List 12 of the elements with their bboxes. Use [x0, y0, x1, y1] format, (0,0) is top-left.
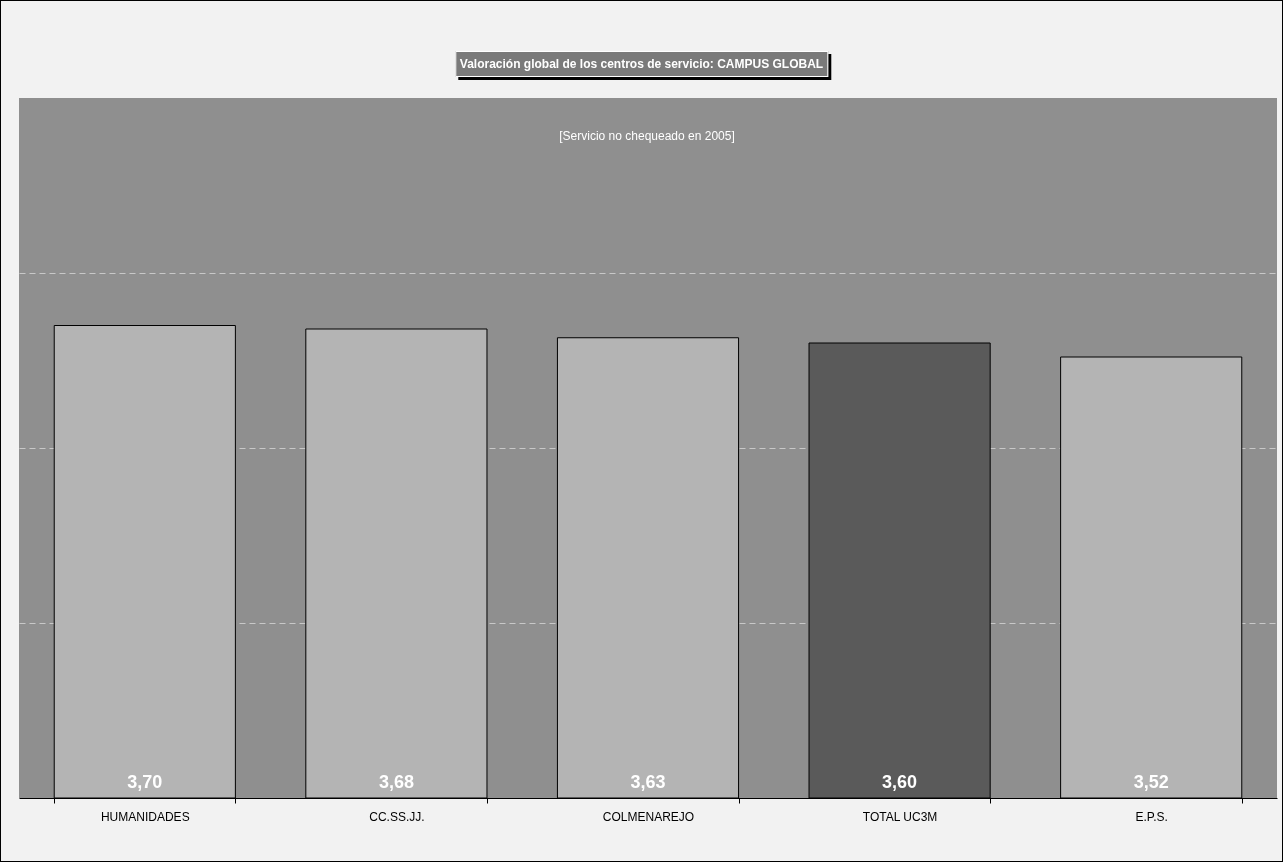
x-tick-label: CC.SS.JJ.: [369, 809, 425, 824]
x-tick-label: COLMENAREJO: [602, 809, 695, 824]
annotation: [Servicio no chequeado en 2005]: [559, 129, 735, 143]
data-label: 3,70: [127, 772, 163, 792]
chart-title: Valoración global de los centros de servicio: CAMPUS GLOBAL: [454, 51, 829, 77]
x-tick-label: TOTAL UC3M: [862, 809, 938, 824]
x-tick-label: E.P.S.: [1135, 809, 1168, 824]
x-tick-label: HUMANIDADES: [100, 809, 190, 824]
data-label: 3,60: [882, 772, 918, 792]
data-label: 3,52: [1133, 772, 1169, 792]
data-label: 3,63: [630, 772, 666, 792]
data-label: 3,68: [378, 772, 414, 792]
